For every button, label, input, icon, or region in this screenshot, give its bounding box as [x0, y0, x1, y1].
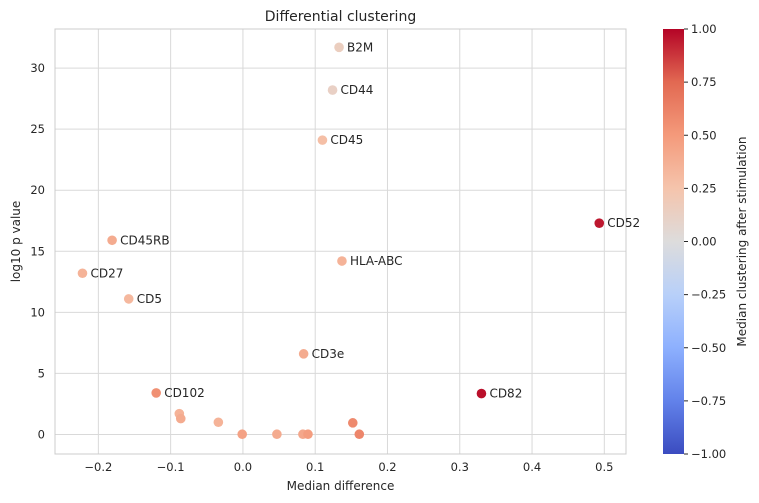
x-tick-label: −0.2	[84, 460, 112, 474]
x-tick-label: −0.1	[157, 460, 185, 474]
colorbar-tick-label: −1.00	[691, 447, 726, 461]
point-label: CD45RB	[120, 233, 169, 247]
data-point	[175, 413, 186, 424]
data-point	[303, 429, 313, 440]
point-label: CD44	[341, 83, 374, 97]
colorbar-tick-label: 0.50	[691, 128, 717, 142]
point-label: HLA-ABC	[350, 254, 403, 268]
data-point	[213, 417, 224, 428]
colorbar-tick-label: 0.75	[691, 75, 717, 89]
y-tick-label: 30	[30, 61, 45, 75]
data-point	[272, 429, 282, 440]
y-tick-label: 25	[30, 122, 45, 136]
point-label: CD27	[90, 266, 123, 280]
data-point	[237, 429, 248, 440]
colorbar-tick-label: 0.00	[691, 235, 717, 249]
y-tick-labels: 0 5 10 15 20 25 30	[30, 61, 45, 441]
x-tick-label: 0.3	[451, 460, 469, 474]
y-tick-label: 10	[30, 305, 45, 319]
data-point	[327, 85, 338, 95]
x-tick-labels: −0.2 −0.1 0.0 0.1 0.2 0.3 0.4 0.5	[84, 460, 613, 474]
colorbar: −1.00 −0.75 −0.50 −0.25 0.00 0.25 0.50 0.75 1.00…	[663, 22, 749, 461]
colorbar-tick-label: −0.50	[691, 341, 726, 355]
colorbar-tick-label: −0.25	[691, 288, 726, 302]
data-point	[77, 268, 88, 279]
data-point	[594, 218, 605, 228]
point-label: CD5	[137, 292, 162, 306]
data-point	[298, 349, 309, 359]
point-label: CD52	[607, 216, 640, 230]
x-tick-label: 0.1	[306, 460, 324, 474]
data-point	[334, 42, 344, 53]
point-label: CD3e	[312, 347, 345, 361]
colorbar-tick-label: 0.25	[691, 181, 717, 195]
data-point	[476, 388, 487, 399]
plot-frame	[54, 28, 627, 455]
x-axis-title: Median difference	[287, 479, 395, 493]
y-tick-label: 20	[30, 183, 45, 197]
colorbar-gradient	[663, 29, 684, 454]
point-labels: B2M CD44 CD45 CD52 CD45RB HLA-ABC CD27 CD5 CD3e C…	[90, 40, 640, 400]
data-point	[123, 294, 134, 304]
data-point	[337, 256, 347, 266]
x-tick-label: 0.4	[523, 460, 541, 474]
data-point	[151, 388, 161, 398]
colorbar-tick-labels: −1.00 −0.75 −0.50 −0.25 0.00 0.25 0.50 0.75 1.00	[684, 22, 726, 461]
colorbar-tick-label: 1.00	[691, 22, 717, 36]
point-label: CD45	[330, 133, 363, 147]
data-point	[317, 135, 328, 145]
y-tick-label: 15	[30, 244, 45, 258]
point-label: CD82	[489, 387, 522, 401]
x-tick-label: 0.2	[378, 460, 396, 474]
y-tick-label: 5	[38, 366, 45, 380]
grid-lines	[55, 29, 626, 454]
x-tick-label: 0.5	[595, 460, 613, 474]
y-tick-label: 0	[38, 427, 45, 441]
point-label: B2M	[347, 40, 373, 54]
colorbar-tick-label: −0.75	[691, 394, 726, 408]
y-axis-title: log10 p value	[9, 201, 23, 283]
colorbar-title: Median clustering after stimulation	[735, 136, 749, 346]
data-point	[347, 418, 358, 428]
data-points	[77, 42, 605, 440]
chart-title: Differential clustering	[265, 9, 416, 25]
x-tick-label: 0.0	[234, 460, 252, 474]
data-point	[107, 235, 117, 246]
point-label: CD102	[164, 386, 205, 400]
data-point	[354, 429, 365, 440]
